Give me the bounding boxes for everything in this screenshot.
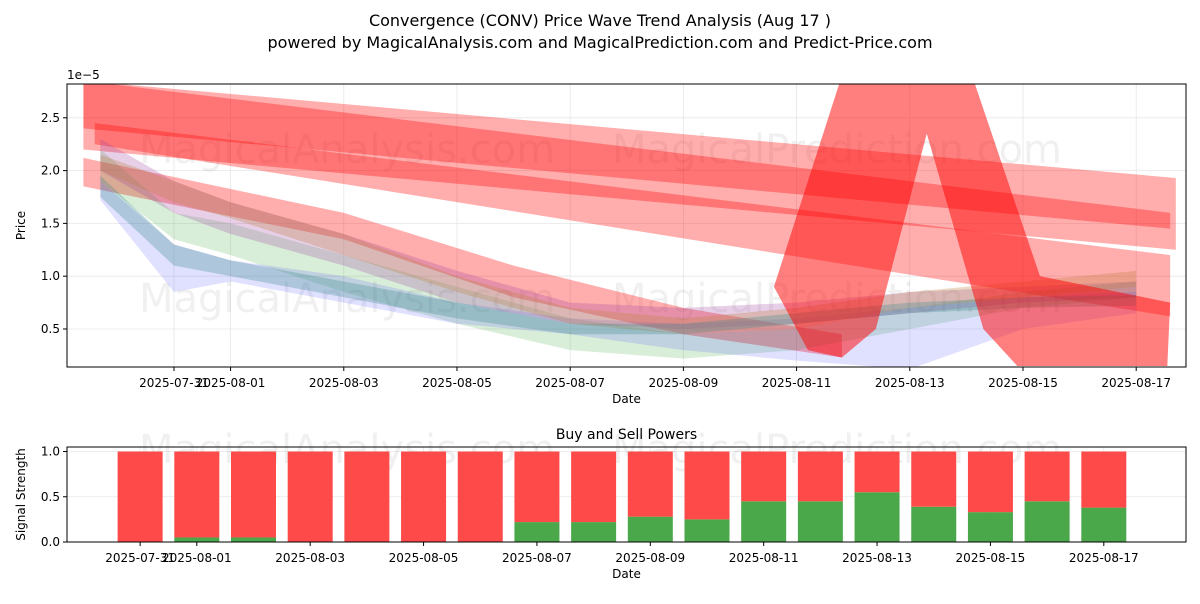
purple-band	[100, 138, 1137, 329]
x-tick-label: 2025-08-01	[162, 551, 232, 565]
x-tick-label: 2025-08-17	[1069, 551, 1139, 565]
buy-bar	[1081, 507, 1127, 542]
y-tick-label: 1.0	[41, 445, 60, 459]
y-axis-label: Price	[14, 211, 28, 240]
y-tick-label: 2.0	[41, 164, 60, 178]
sell-bar	[627, 451, 673, 517]
red-spike	[773, 84, 1171, 366]
chart-title: Convergence (CONV) Price Wave Trend Anal…	[369, 11, 831, 30]
sell-bar	[797, 451, 843, 502]
x-axis-label: Date	[612, 392, 641, 406]
sell-bar	[117, 451, 163, 542]
sell-bar	[571, 451, 617, 523]
x-tick-label: 2025-08-05	[389, 551, 459, 565]
y-tick-label: 0.5	[41, 490, 60, 504]
sell-bar	[401, 451, 447, 542]
sell-bar	[174, 451, 220, 538]
sell-bar	[287, 451, 333, 542]
x-axis-label: Date	[612, 567, 641, 581]
buy-bar	[627, 516, 673, 542]
red-band-3	[83, 157, 842, 358]
y-tick-label: 2.5	[41, 111, 60, 125]
x-tick-label: 2025-08-03	[275, 551, 345, 565]
x-tick-label: 2025-08-13	[875, 376, 945, 390]
x-tick-label: 2025-08-09	[649, 376, 719, 390]
x-tick-label: 2025-08-11	[729, 551, 799, 565]
x-tick-label: 2025-08-09	[615, 551, 685, 565]
teal-band	[100, 175, 1137, 335]
sell-bar	[967, 451, 1013, 513]
buy-bar	[854, 492, 900, 542]
sell-bar	[457, 451, 503, 542]
buy-bar	[684, 519, 730, 542]
y-axis-label: Signal Strength	[14, 448, 28, 541]
x-tick-label: 2025-08-03	[309, 376, 379, 390]
x-tick-label: 2025-08-17	[1101, 376, 1171, 390]
buy-bar	[1024, 501, 1070, 542]
sell-bar	[231, 451, 276, 538]
sell-bar	[854, 451, 900, 493]
price-chart: MagicalAnalysis.comMagicalPrediction.com…	[14, 68, 1187, 406]
x-tick-label: 2025-08-15	[988, 376, 1058, 390]
chart-subtitle: powered by MagicalAnalysis.com and Magic…	[267, 33, 932, 52]
sell-bar	[1024, 451, 1070, 502]
buy-bar	[174, 537, 220, 542]
x-tick-label: 2025-08-07	[502, 551, 572, 565]
sell-bar	[684, 451, 730, 520]
y-tick-label: 1.0	[41, 269, 60, 283]
watermark: MagicalAnalysis.com	[139, 127, 555, 173]
buy-bar	[967, 512, 1013, 542]
sell-bar	[741, 451, 787, 502]
buy-bar	[741, 501, 787, 542]
y-tick-label: 0.5	[41, 322, 60, 336]
buy-bar	[797, 501, 843, 542]
x-tick-label: 2025-08-01	[196, 376, 266, 390]
sell-bar	[911, 451, 957, 507]
x-tick-label: 2025-08-07	[535, 376, 605, 390]
y-offset-label: 1e−5	[67, 68, 100, 82]
plot-frame	[66, 83, 1187, 368]
subplot-title: Buy and Sell Powers	[556, 427, 697, 443]
x-tick-label: 2025-08-05	[422, 376, 492, 390]
signal-chart: MagicalAnalysis.com MagicalPrediction.com…	[14, 427, 1187, 581]
y-tick-label: 0.0	[41, 535, 60, 549]
sell-bar	[514, 451, 560, 523]
x-tick-label: 2025-08-13	[842, 551, 912, 565]
sell-bar	[344, 451, 390, 542]
green-band	[100, 149, 1137, 359]
buy-bar	[911, 506, 957, 542]
buy-bar	[571, 522, 617, 542]
red-band-2	[94, 123, 1171, 317]
buy-bar	[514, 522, 560, 542]
plot-frame	[66, 446, 1187, 543]
x-tick-label: 2025-08-15	[956, 551, 1026, 565]
x-tick-label: 2025-08-11	[762, 376, 832, 390]
watermark: MagicalAnalysis.com	[139, 276, 555, 322]
x-tick-label: 2025-07-31	[139, 376, 209, 390]
x-tick-label: 2025-07-31	[105, 551, 175, 565]
y-tick-label: 1.5	[41, 216, 60, 230]
buy-bar	[231, 537, 276, 542]
sell-bar	[1081, 451, 1127, 508]
